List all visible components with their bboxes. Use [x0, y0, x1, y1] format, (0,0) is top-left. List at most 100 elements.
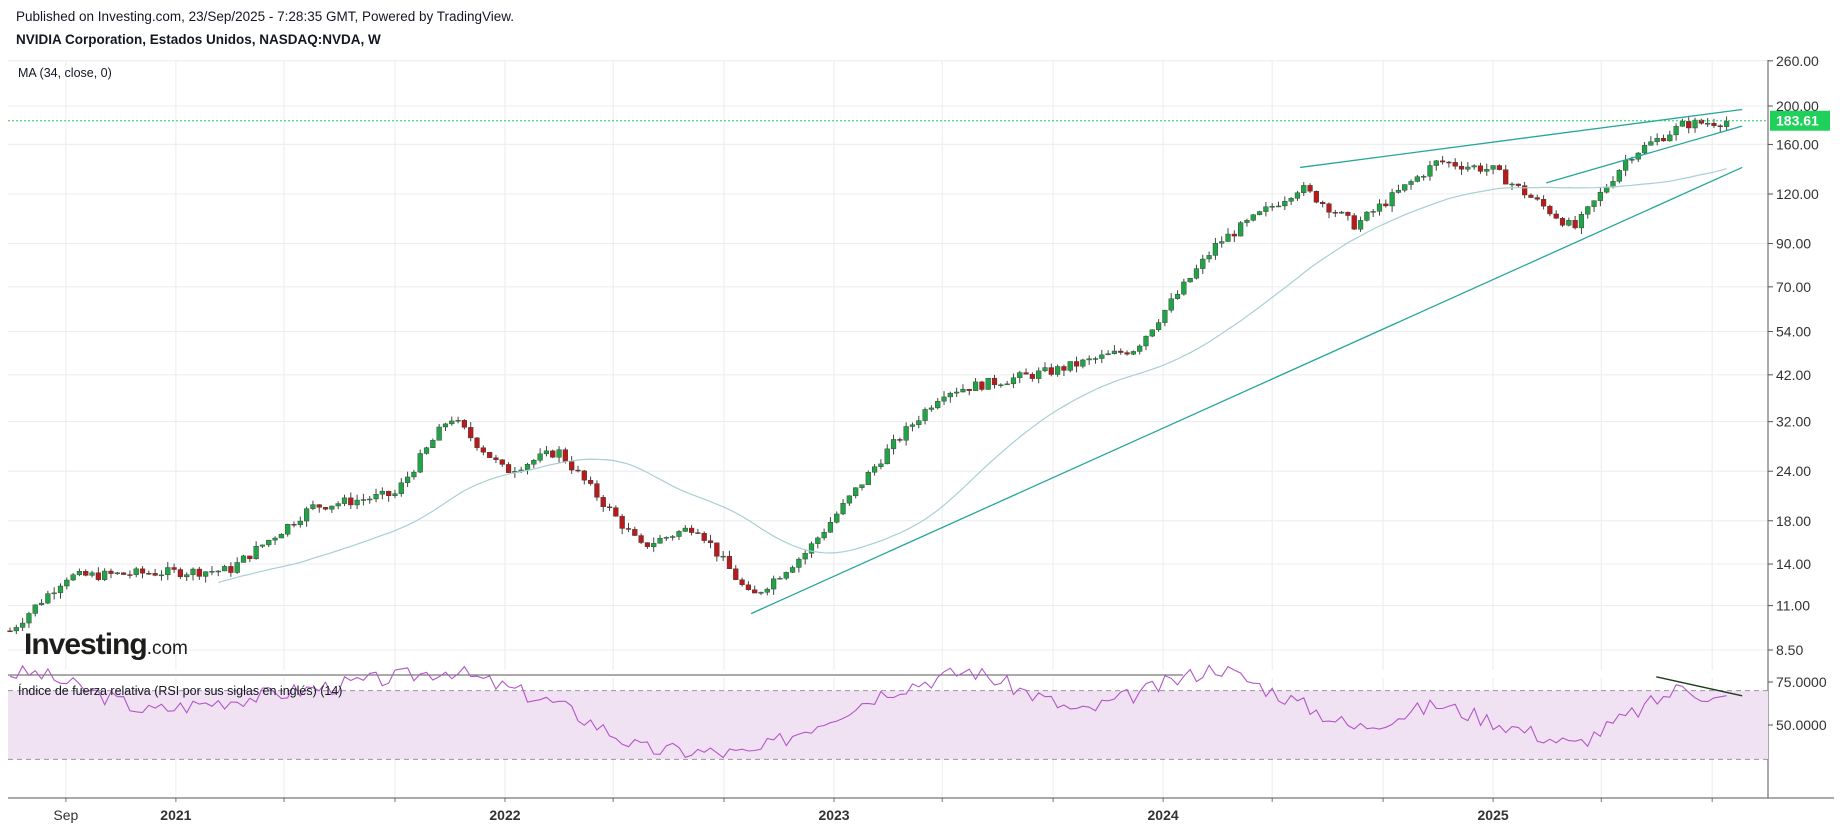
candle: [436, 426, 442, 441]
candle: [1181, 281, 1187, 295]
candle: [1534, 197, 1540, 200]
candle: [644, 542, 651, 547]
ma-34-line: [218, 168, 1727, 584]
candle: [398, 482, 404, 494]
candle: [297, 520, 303, 526]
candle: [707, 540, 714, 544]
y-tick-label: 32.00: [1776, 414, 1811, 430]
candle: [789, 567, 796, 573]
candle: [468, 427, 474, 439]
candle: [360, 499, 367, 501]
candle: [1559, 218, 1566, 226]
candle: [947, 392, 953, 398]
candle: [1604, 186, 1610, 193]
candle: [291, 524, 297, 526]
candle: [1288, 198, 1294, 202]
candle: [1711, 123, 1717, 126]
trend-line: [750, 166, 1743, 615]
candle: [1616, 170, 1622, 182]
candle: [758, 592, 764, 594]
candle: [1673, 126, 1679, 136]
y-tick-label: 200.00: [1776, 98, 1819, 114]
candle: [1212, 243, 1219, 256]
y-tick-label: 24.00: [1776, 463, 1811, 479]
candle: [638, 535, 644, 543]
candle: [821, 532, 827, 539]
candle: [733, 568, 739, 580]
candle: [379, 490, 385, 495]
candle: [146, 572, 152, 575]
candle: [657, 537, 663, 544]
candle: [764, 588, 770, 593]
candle: [1522, 185, 1528, 196]
candle: [1042, 367, 1048, 372]
candle: [234, 562, 240, 573]
candle: [1723, 121, 1730, 127]
candle: [1263, 206, 1269, 212]
candle: [1383, 203, 1389, 207]
candle: [1402, 184, 1408, 191]
candle: [1623, 160, 1629, 171]
candle: [1667, 134, 1673, 142]
candle: [1660, 138, 1667, 142]
candle: [221, 566, 228, 572]
candle: [935, 400, 941, 409]
y-tick-label: 42.00: [1776, 367, 1811, 383]
candle: [158, 574, 165, 577]
candle: [1156, 322, 1162, 330]
candle: [1282, 201, 1288, 207]
candle: [720, 555, 726, 558]
candle: [304, 508, 310, 522]
candle: [606, 506, 613, 509]
candle: [537, 453, 543, 461]
candle: [253, 546, 259, 560]
candle: [531, 460, 537, 465]
candle: [1585, 206, 1591, 215]
candle: [1036, 370, 1042, 379]
candle: [1433, 160, 1439, 166]
candle: [83, 571, 89, 576]
candle: [928, 407, 935, 410]
candle: [1174, 293, 1181, 299]
candle: [998, 384, 1004, 386]
candle: [373, 493, 379, 500]
candle: [505, 464, 512, 473]
candle: [1130, 351, 1136, 355]
candle: [543, 450, 550, 455]
candle: [972, 381, 979, 391]
candle: [695, 532, 701, 534]
candle: [411, 471, 417, 478]
candle: [688, 527, 695, 533]
candle: [285, 524, 291, 535]
candle: [1351, 215, 1357, 230]
x-tick-label: 2021: [160, 807, 191, 823]
candle: [890, 439, 897, 450]
candle: [1320, 202, 1326, 204]
candle: [771, 578, 777, 590]
candle: [1345, 211, 1351, 216]
candle: [1439, 160, 1446, 163]
candle: [417, 453, 423, 473]
rsi-band: [8, 690, 1768, 760]
candle: [493, 457, 499, 460]
candle: [1566, 220, 1572, 226]
candle: [247, 555, 253, 560]
candle: [165, 567, 171, 576]
candle: [455, 420, 461, 422]
candle: [1307, 185, 1313, 192]
candle: [76, 571, 83, 575]
candle: [386, 490, 392, 496]
candle: [909, 424, 916, 427]
candle: [278, 533, 284, 539]
candle: [1629, 158, 1635, 161]
rsi-line: [9, 664, 1727, 759]
candle: [102, 570, 108, 580]
candle: [745, 584, 751, 590]
candle: [884, 448, 890, 465]
candle: [196, 568, 202, 577]
candle: [966, 388, 972, 391]
candle: [1553, 213, 1559, 219]
candle: [985, 377, 991, 390]
candle: [70, 574, 76, 581]
